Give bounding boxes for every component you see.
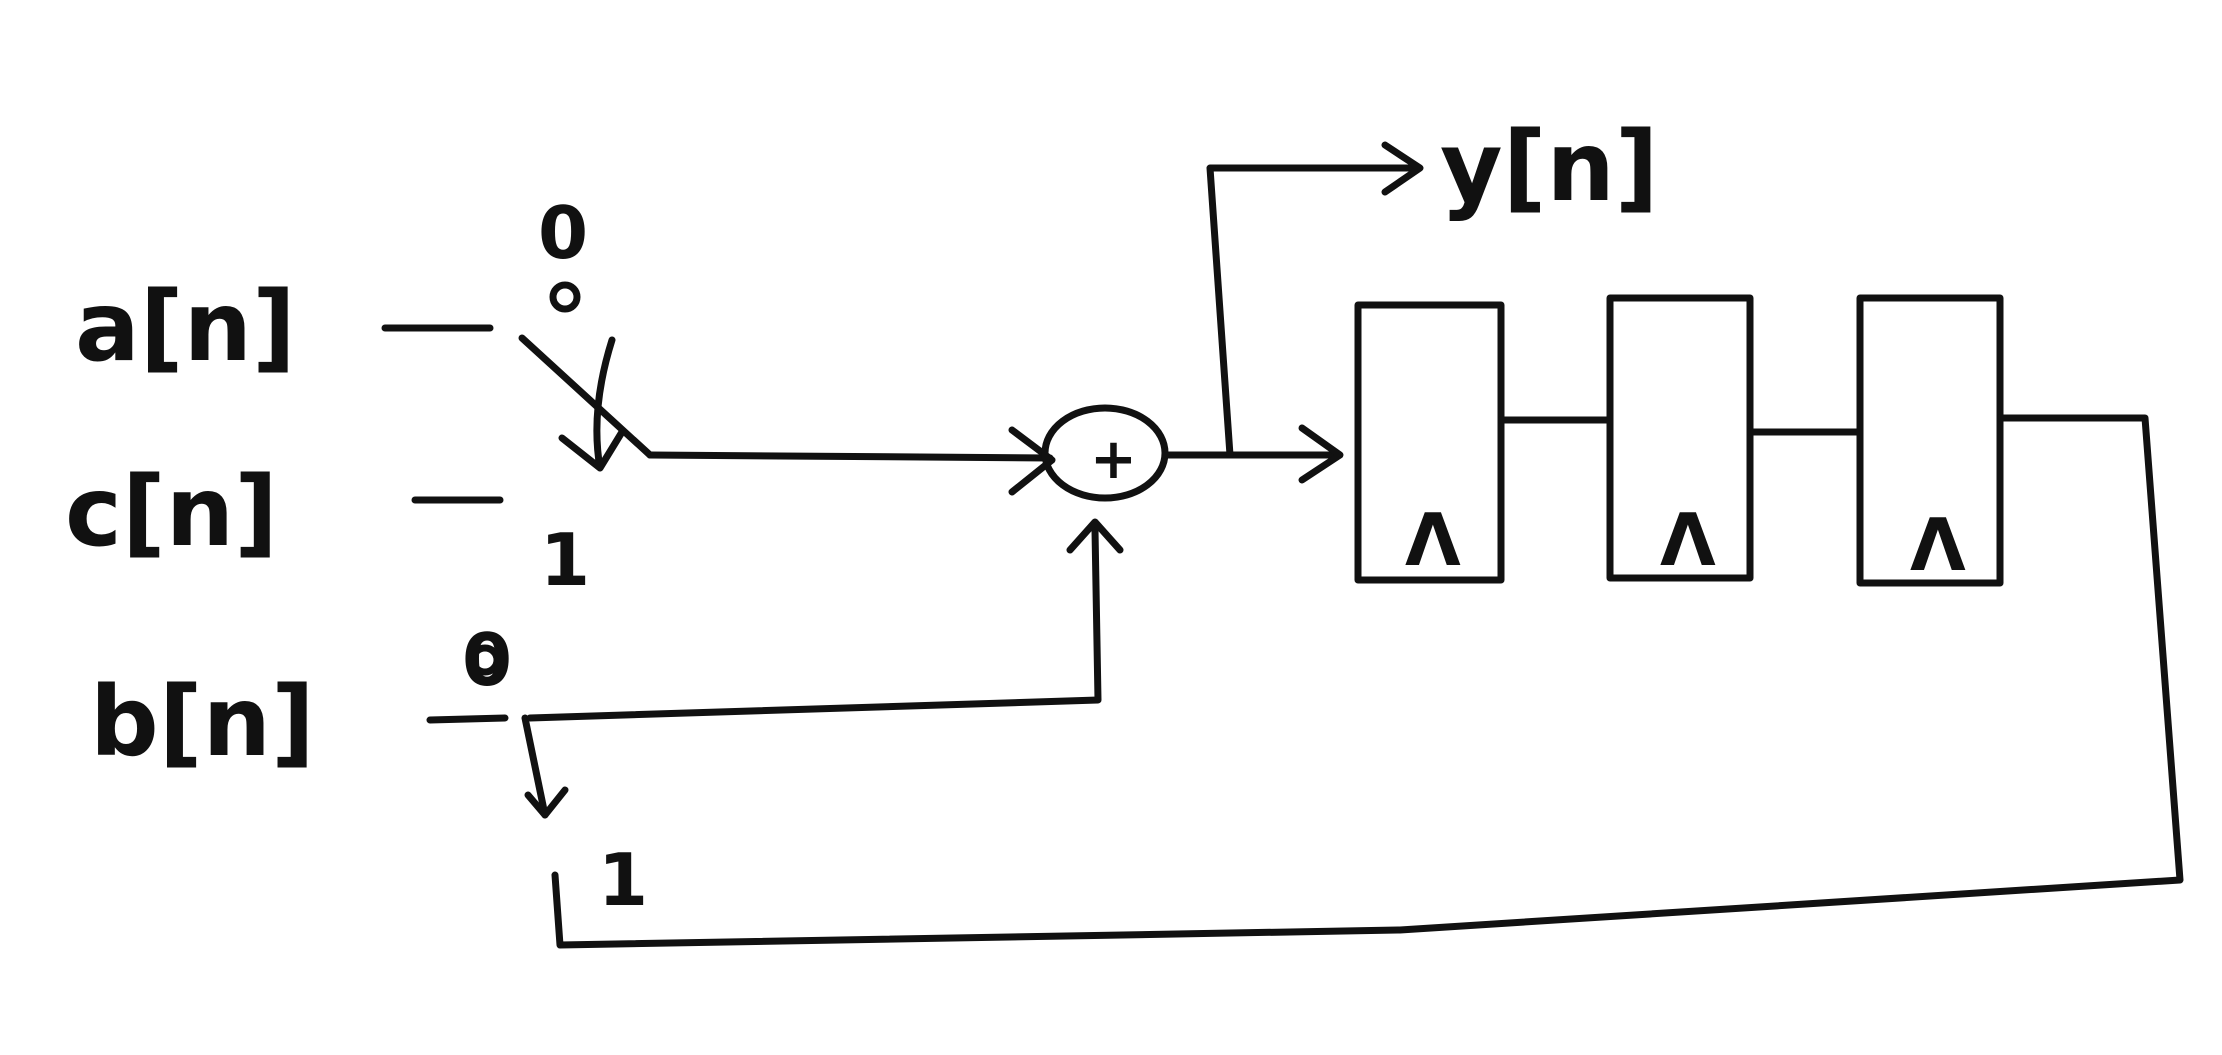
adder-input-arrow-icon bbox=[1008, 426, 1056, 496]
register-3 bbox=[1856, 294, 2004, 587]
mux-top-sel0-label: 0 bbox=[538, 191, 588, 275]
register-2 bbox=[1606, 294, 1754, 582]
reg1-input-arrow-icon bbox=[1298, 424, 1344, 484]
output-y-label: y[n] bbox=[1440, 111, 1659, 223]
mux-top-pole-0-icon bbox=[549, 281, 581, 313]
register-2-clock-icon: Λ bbox=[1660, 498, 1716, 582]
mux-top-switch-arm bbox=[518, 334, 654, 459]
register-1 bbox=[1354, 301, 1505, 584]
adder-symbol: + bbox=[1090, 427, 1137, 492]
mux-bottom-pole-0-icon bbox=[469, 644, 501, 676]
output-arrow-icon bbox=[1381, 141, 1424, 196]
adder-bottom-arrow-icon bbox=[1066, 518, 1124, 554]
input-c-label: c[n] bbox=[65, 456, 278, 568]
wire-mux-to-adder bbox=[646, 451, 1054, 462]
mux-top-sel1-label: 1 bbox=[540, 518, 590, 602]
wire-tap-to-output bbox=[1206, 164, 1422, 459]
input-a-label: a[n] bbox=[75, 271, 296, 383]
input-b-label: b[n] bbox=[90, 666, 315, 778]
register-3-clock-icon: Λ bbox=[1910, 503, 1966, 587]
wire-feedback-loop bbox=[551, 414, 2184, 949]
wire-b-to-adder bbox=[526, 526, 1102, 722]
mux-bottom-sel0-label: 0 bbox=[462, 618, 512, 702]
mux-bottom-sel1-label: 1 bbox=[598, 838, 648, 922]
register-1-clock-icon: Λ bbox=[1405, 498, 1461, 582]
mux-bottom-switch-arm bbox=[521, 714, 549, 819]
mux-top-switch-arrow-icon bbox=[558, 336, 626, 472]
wire-b-to-mux bbox=[426, 714, 509, 724]
mux-bottom-switch-arrow-icon bbox=[524, 786, 569, 819]
